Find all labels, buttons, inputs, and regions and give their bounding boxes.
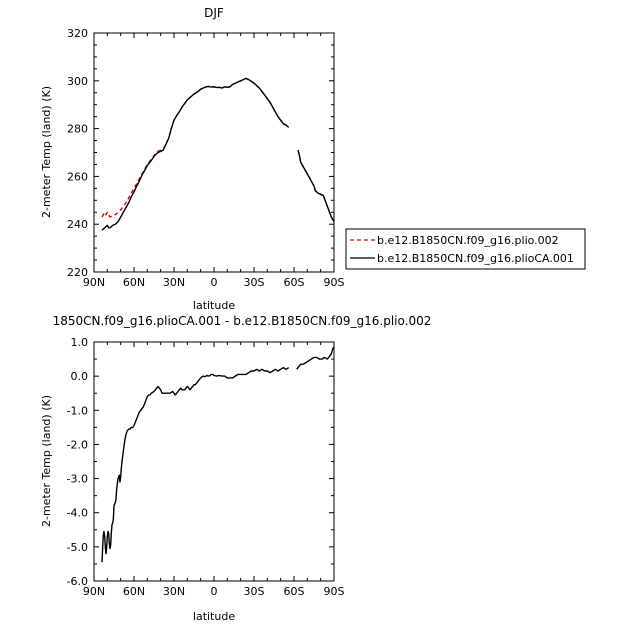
bottom-tick-layer: 90N 60N 30N 0 30S 60S 90S -6.0 -5.0 -4.0 -3.0 -2.0 -… <box>67 336 345 598</box>
bottom-y-tick-label: 0.0 <box>71 370 89 383</box>
top-tick-layer: 90N 60N 30N 0 30S 60S 90S 220 240 260 280 300 320 <box>67 27 345 289</box>
bottom-y-axis-label: 2-meter Temp (land) (K) <box>40 395 53 527</box>
bottom-y-tick-label: -2.0 <box>67 438 88 451</box>
top-x-axis-label: latitude <box>193 299 235 312</box>
top-plot-frame <box>93 32 335 273</box>
bottom-y-tick-label: -1.0 <box>67 404 88 417</box>
top-y-tick-label: 320 <box>67 27 88 40</box>
legend-label-plio-002: b.e12.B1850CN.f09_g16.plio.002 <box>377 234 559 247</box>
top-x-tick-label: 0 <box>211 276 218 289</box>
legend: b.e12.B1850CN.f09_g16.plio.002 b.e12.B18… <box>345 228 586 270</box>
bottom-x-tick-label: 90S <box>324 585 345 598</box>
top-x-tick-label: 60N <box>123 276 145 289</box>
top-series-1-line <box>297 149 335 223</box>
top-series-0-line <box>101 77 290 218</box>
bottom-series-layer <box>101 346 335 563</box>
top-y-tick-label: 240 <box>67 218 88 231</box>
top-y-tick-label: 300 <box>67 75 88 88</box>
bottom-y-tick-label: -4.0 <box>67 507 88 520</box>
bottom-plot-frame <box>93 341 335 582</box>
bottom-y-tick-label: 1.0 <box>71 336 89 349</box>
top-series-layer <box>101 77 335 231</box>
legend-label-plioCA-001: b.e12.B1850CN.f09_g16.plioCA.001 <box>377 252 574 265</box>
bottom-series-0-line <box>296 346 335 370</box>
bottom-x-tick-label: 60S <box>284 585 305 598</box>
bottom-x-axis-label: latitude <box>193 610 235 623</box>
top-chart-title: DJF <box>204 6 224 20</box>
bottom-chart-title: 1850CN.f09_g16.plioCA.001 - b.e12.B1850C… <box>53 314 432 328</box>
bottom-x-tick-label: 90N <box>83 585 105 598</box>
top-series-1-line <box>101 77 290 231</box>
top-x-tick-label: 30N <box>163 276 185 289</box>
bottom-series-0-line <box>101 366 290 563</box>
bottom-y-tick-label: -5.0 <box>67 541 88 554</box>
top-y-tick-label: 260 <box>67 170 88 183</box>
top-panel: DJF 2-meter Temp (land) (K) latitude 90N… <box>40 6 345 312</box>
bottom-x-tick-label: 30N <box>163 585 185 598</box>
legend-box <box>345 228 586 270</box>
top-x-tick-label: 60S <box>284 276 305 289</box>
bottom-y-tick-label: -6.0 <box>67 575 88 588</box>
top-y-tick-label: 280 <box>67 123 88 136</box>
bottom-x-tick-label: 60N <box>123 585 145 598</box>
top-x-tick-label: 30S <box>244 276 265 289</box>
top-y-axis-label: 2-meter Temp (land) (K) <box>40 86 53 218</box>
bottom-x-tick-label: 30S <box>244 585 265 598</box>
bottom-x-tick-label: 0 <box>211 585 218 598</box>
top-y-tick-label: 220 <box>67 266 88 279</box>
bottom-panel: 1850CN.f09_g16.plioCA.001 - b.e12.B1850C… <box>40 314 431 623</box>
top-x-tick-label: 90N <box>83 276 105 289</box>
top-x-tick-label: 90S <box>324 276 345 289</box>
bottom-y-tick-label: -3.0 <box>67 473 88 486</box>
